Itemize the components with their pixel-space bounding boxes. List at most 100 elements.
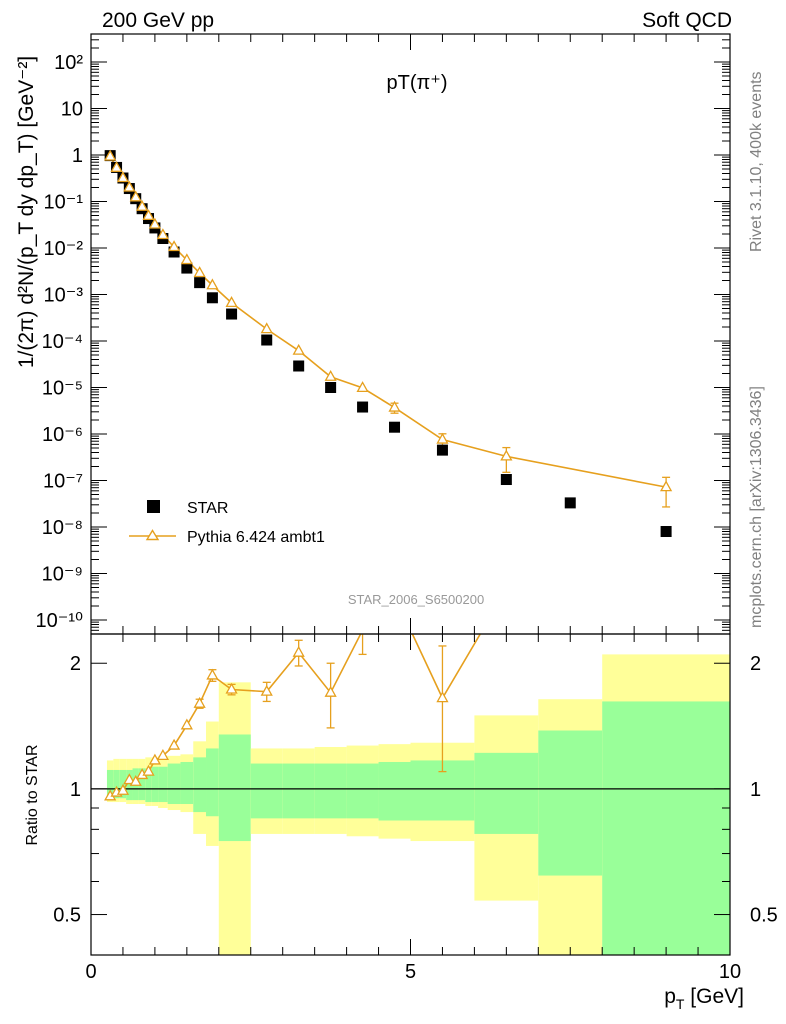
pythia-point bbox=[206, 278, 219, 290]
ratio-inner-band bbox=[151, 766, 159, 803]
star-point bbox=[325, 381, 337, 393]
ratio-inner-band bbox=[167, 763, 181, 805]
star-point bbox=[181, 262, 193, 274]
ratio-inner-band bbox=[378, 761, 411, 821]
ratio-inner-band bbox=[250, 763, 283, 819]
legend-star-label: STAR bbox=[187, 500, 228, 517]
pythia-point bbox=[142, 209, 155, 221]
main-y-tick-label: 10⁻⁵ bbox=[42, 377, 83, 399]
ratio-inner-band bbox=[602, 701, 730, 955]
pythia-point bbox=[260, 322, 273, 334]
ratio-inner-band bbox=[145, 768, 152, 803]
ratio-inner-band bbox=[474, 752, 539, 834]
legend-star-marker bbox=[147, 500, 160, 513]
ratio-pythia-point bbox=[324, 685, 337, 697]
ratio-pythia-point bbox=[129, 774, 142, 786]
main-y-tick-label: 10⁻³ bbox=[44, 284, 84, 306]
ratio-inner-band bbox=[180, 761, 194, 805]
pythia-point bbox=[659, 480, 673, 492]
ratio-pythia-point bbox=[123, 773, 136, 785]
star-point bbox=[660, 526, 672, 538]
pythia-point bbox=[436, 432, 449, 444]
x-ticks: 0 5 10 bbox=[85, 634, 741, 983]
pythia-point bbox=[324, 369, 337, 381]
main-title: pT(π⁺) bbox=[386, 72, 447, 94]
pythia-point bbox=[180, 253, 193, 265]
ratio-pythia-point bbox=[167, 738, 181, 750]
ratio-y-tick-label-left: 0.5 bbox=[53, 905, 81, 927]
star-point bbox=[389, 421, 401, 433]
pythia-point bbox=[292, 343, 305, 355]
star-point bbox=[168, 246, 180, 258]
star-point bbox=[293, 360, 305, 372]
ratio-inner-band bbox=[126, 769, 133, 801]
x-tick-label: 5 bbox=[405, 961, 416, 983]
star-point bbox=[226, 308, 238, 320]
ratio-y-tick-label-left: 2 bbox=[70, 653, 81, 675]
x-axis-label: pT [GeV] bbox=[664, 985, 744, 1012]
ratio-pythia-point bbox=[206, 668, 219, 680]
star-point bbox=[206, 292, 218, 304]
main-y-tick-label: 10⁻¹⁰ bbox=[36, 610, 83, 632]
ratio-series-group bbox=[104, 584, 511, 801]
ratio-y-ticks: 0.5 0.5 1 1 2 2 bbox=[53, 653, 778, 956]
ratio-panel: 0.5 0.5 1 1 2 2 0 5 10 Ratio to STAR pT [GeV] bbox=[24, 584, 778, 1012]
ratio-inner-band bbox=[538, 730, 603, 876]
header-right-label: Soft QCD bbox=[642, 9, 732, 32]
main-y-axis-label: 1/(2π) d²N/(p_T dy dp_T) [GeV⁻²] bbox=[15, 56, 38, 368]
ratio-pythia-point bbox=[116, 783, 130, 795]
pythia-point bbox=[129, 190, 142, 202]
ratio-y-tick-label-right: 1 bbox=[750, 779, 761, 801]
ratio-pythia-point bbox=[193, 696, 206, 708]
ratio-pythia-point bbox=[292, 645, 305, 657]
pythia-point bbox=[116, 171, 130, 183]
main-y-tick-label: 10⁻⁴ bbox=[42, 331, 83, 353]
pythia-point bbox=[356, 381, 369, 393]
main-y-tick-label: 10⁻⁶ bbox=[42, 424, 83, 446]
star-point bbox=[500, 474, 512, 486]
pythia-point bbox=[110, 160, 123, 172]
star-point bbox=[436, 444, 448, 456]
ratio-pythia-point bbox=[142, 764, 155, 776]
ratio-inner-band bbox=[158, 766, 168, 803]
main-y-tick-label: 10⁻⁹ bbox=[42, 564, 83, 586]
pythia-point bbox=[148, 217, 162, 229]
main-y-tick-label: 10⁻⁷ bbox=[43, 471, 83, 493]
pythia-point bbox=[388, 400, 401, 412]
ratio-y-axis-label: Ratio to STAR bbox=[24, 744, 41, 845]
pythia-point bbox=[193, 266, 206, 278]
ratio-pythia-point bbox=[225, 682, 238, 694]
star-point bbox=[564, 497, 576, 509]
legend: STAR Pythia 6.424 ambt1 bbox=[129, 500, 325, 546]
ratio-inner-band bbox=[113, 769, 120, 799]
star-point bbox=[357, 401, 369, 413]
ratio-y-tick-label-left: 1 bbox=[70, 779, 81, 801]
star-point bbox=[261, 334, 273, 346]
ratio-y-tick-label-right: 0.5 bbox=[750, 905, 778, 927]
ratio-inner-band bbox=[138, 768, 146, 801]
star-point bbox=[194, 277, 206, 289]
ratio-pythia-point bbox=[260, 684, 273, 696]
ratio-inner-band bbox=[218, 734, 251, 842]
x-tick-label: 0 bbox=[85, 961, 96, 983]
ratio-pythia-point bbox=[436, 691, 449, 703]
pythia-point bbox=[156, 228, 169, 240]
ratio-pythia-point bbox=[356, 634, 369, 635]
main-y-tick-label: 1 bbox=[72, 145, 83, 167]
main-y-tick-label: 10⁻² bbox=[44, 238, 84, 260]
ratio-inner-band bbox=[193, 757, 207, 813]
ratio-pythia-point bbox=[501, 584, 511, 593]
main-y-tick-label: 10⁻⁸ bbox=[42, 517, 83, 539]
rivet-info-label: Rivet 3.1.10, 400k events bbox=[748, 71, 765, 252]
main-panel: 10⁻¹⁰ 10⁻⁹ 10⁻⁸ 10⁻⁷ 10⁻⁶ 10⁻⁵ 10⁻⁴ 10⁻³ 10⁻² 10⁻… bbox=[15, 33, 731, 635]
pythia-point bbox=[104, 149, 117, 161]
ratio-inner-band bbox=[314, 763, 347, 819]
pythia-line bbox=[109, 156, 667, 488]
ratio-inner-band bbox=[282, 763, 315, 819]
x-tick-label: 10 bbox=[719, 961, 741, 983]
pythia-point bbox=[123, 180, 136, 192]
pythia-point bbox=[136, 199, 149, 211]
main-y-tick-label: 10 bbox=[61, 98, 83, 120]
main-plot-marks bbox=[104, 149, 673, 538]
